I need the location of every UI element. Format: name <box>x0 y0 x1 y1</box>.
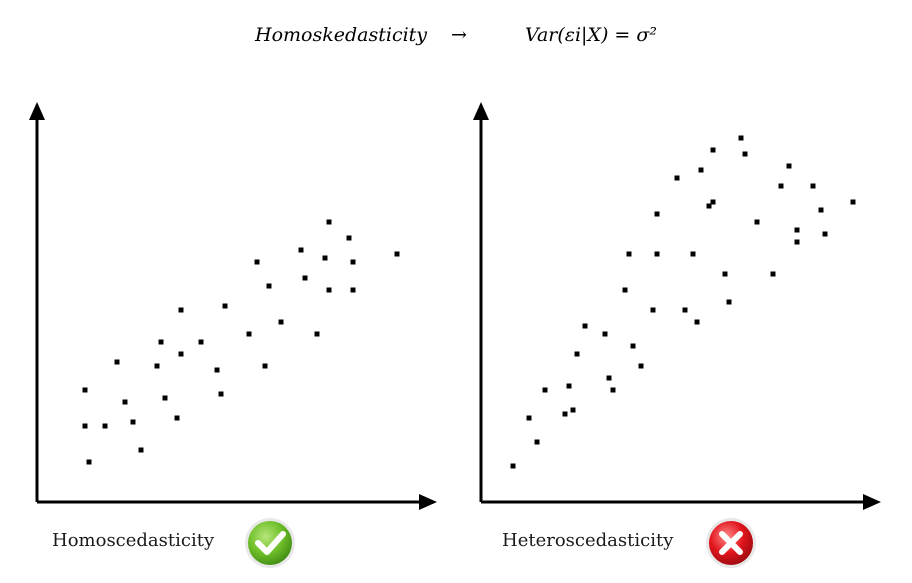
data-point <box>262 363 268 369</box>
data-point <box>178 351 184 357</box>
caption-heteroscedasticity: Heteroscedasticity <box>502 530 674 551</box>
data-point <box>574 351 580 357</box>
data-point <box>394 251 400 257</box>
data-point <box>630 343 636 349</box>
data-point <box>610 387 616 393</box>
data-point <box>158 339 164 345</box>
data-point <box>722 271 728 277</box>
data-point <box>566 383 572 389</box>
x-axis-arrowhead <box>863 494 881 510</box>
data-point <box>162 395 168 401</box>
data-point <box>706 203 712 209</box>
data-point <box>690 251 696 257</box>
data-point <box>710 199 716 205</box>
y-axis-arrowhead <box>29 102 45 120</box>
cross-icon <box>706 518 756 568</box>
data-point <box>602 331 608 337</box>
data-point <box>266 283 272 289</box>
data-point <box>122 399 128 405</box>
data-point <box>82 423 88 429</box>
data-point <box>682 307 688 313</box>
data-point <box>654 211 660 217</box>
data-point <box>198 339 204 345</box>
data-point <box>82 387 88 393</box>
heteroscedasticity-plot <box>473 102 881 510</box>
data-point <box>726 299 732 305</box>
data-point <box>326 287 332 293</box>
data-point <box>710 147 716 153</box>
data-point <box>222 303 228 309</box>
data-point <box>650 307 656 313</box>
data-point <box>794 239 800 245</box>
x-axis-arrowhead <box>419 494 437 510</box>
data-point <box>86 459 92 465</box>
data-point <box>850 199 856 205</box>
data-point <box>794 227 800 233</box>
data-point <box>246 331 252 337</box>
data-point <box>542 387 548 393</box>
homoscedasticity-plot <box>29 102 437 510</box>
formula-arrow: → <box>451 24 467 46</box>
data-point <box>638 363 644 369</box>
data-point <box>534 439 540 445</box>
data-point <box>298 247 304 253</box>
formula-right: Var(εi|X) = σ² <box>524 24 657 46</box>
data-point <box>770 271 776 277</box>
data-point <box>350 259 356 265</box>
data-point <box>754 219 760 225</box>
data-point <box>314 331 320 337</box>
data-point <box>302 275 308 281</box>
data-point <box>738 135 744 141</box>
data-point <box>562 411 568 417</box>
data-point <box>178 307 184 313</box>
data-point <box>346 235 352 241</box>
data-point <box>350 287 356 293</box>
data-point <box>786 163 792 169</box>
data-point <box>278 319 284 325</box>
data-point <box>322 255 328 261</box>
data-point <box>154 363 160 369</box>
data-point <box>822 231 828 237</box>
data-point <box>102 423 108 429</box>
data-point <box>526 415 532 421</box>
data-point <box>510 463 516 469</box>
data-point <box>818 207 824 213</box>
data-point <box>654 251 660 257</box>
data-point <box>694 319 700 325</box>
formula-left: Homoskedasticity <box>255 24 428 46</box>
y-axis-arrowhead <box>473 102 489 120</box>
check-icon <box>245 518 295 568</box>
data-point <box>582 323 588 329</box>
data-point <box>130 419 136 425</box>
data-point <box>698 167 704 173</box>
data-point <box>674 175 680 181</box>
data-point <box>174 415 180 421</box>
data-point <box>326 219 332 225</box>
formula-title: Homoskedasticity → Var(εi|X) = σ² <box>0 24 912 46</box>
caption-homoscedasticity: Homoscedasticity <box>52 530 215 551</box>
data-point <box>742 151 748 157</box>
data-point <box>138 447 144 453</box>
data-point <box>606 375 612 381</box>
data-point <box>810 183 816 189</box>
data-point <box>778 183 784 189</box>
data-point <box>218 391 224 397</box>
data-point <box>254 259 260 265</box>
data-point <box>214 367 220 373</box>
data-point <box>622 287 628 293</box>
data-point <box>570 407 576 413</box>
data-point <box>626 251 632 257</box>
data-point <box>114 359 120 365</box>
